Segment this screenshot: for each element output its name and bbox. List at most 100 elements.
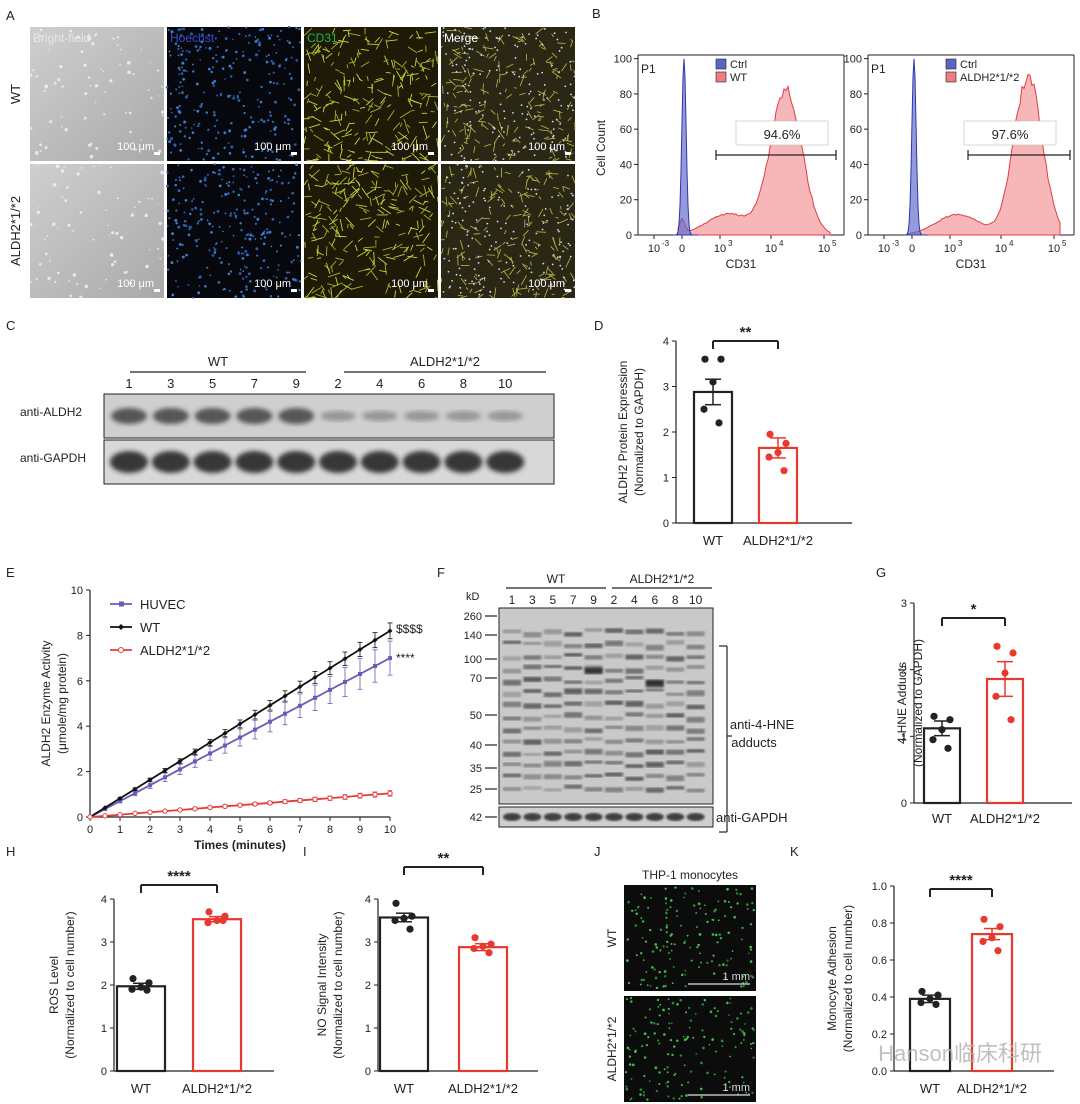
monocyte-dot bbox=[668, 1012, 670, 1015]
blot-band bbox=[686, 737, 705, 742]
monocyte-dot bbox=[711, 918, 714, 921]
cd31-fiber bbox=[334, 187, 338, 195]
blot-band bbox=[584, 748, 603, 755]
nucleus-dot bbox=[204, 176, 207, 179]
nucleus-dot bbox=[235, 50, 238, 54]
lane-label: 4 bbox=[631, 593, 638, 607]
cd31-fiber bbox=[430, 185, 434, 195]
ctrl-histogram bbox=[903, 58, 928, 236]
scale-bar bbox=[428, 152, 434, 155]
bar-group: WT bbox=[922, 712, 962, 826]
merge-fiber bbox=[464, 137, 470, 139]
blot-band bbox=[686, 728, 705, 734]
nucleus-dot bbox=[169, 92, 172, 95]
cell-dot bbox=[158, 221, 162, 226]
blot-band bbox=[605, 653, 623, 659]
merge-fiber bbox=[452, 130, 457, 137]
cell-dot bbox=[54, 81, 57, 85]
cd31-fiber bbox=[374, 118, 380, 126]
merge-dot bbox=[551, 263, 554, 266]
nucleus-dot bbox=[280, 244, 283, 247]
merge-fiber bbox=[553, 158, 560, 162]
blot-band bbox=[543, 788, 562, 792]
cd31-fiber bbox=[336, 79, 343, 92]
data-point bbox=[485, 949, 493, 957]
merge-dot bbox=[526, 223, 528, 226]
blot-band bbox=[503, 656, 521, 661]
blot-band bbox=[523, 641, 542, 645]
cd31-fiber bbox=[331, 265, 333, 273]
cd31-fiber bbox=[326, 206, 333, 212]
nucleus-dot bbox=[227, 94, 231, 98]
merge-dot bbox=[572, 109, 574, 112]
legend-swatch-ctrl bbox=[945, 58, 957, 70]
monocyte-dot bbox=[639, 1088, 643, 1092]
merge-fiber bbox=[478, 116, 484, 121]
merge-dot bbox=[570, 218, 572, 220]
row-label-j: ALDH2*1/*2 bbox=[605, 1016, 619, 1081]
x-tick-label: 10 bbox=[714, 243, 726, 255]
cd31-fiber bbox=[376, 225, 384, 233]
micrograph-cd31: 100 μm bbox=[303, 163, 439, 299]
merge-dot bbox=[491, 131, 494, 134]
band bbox=[487, 411, 524, 421]
cd31-fiber bbox=[391, 75, 396, 87]
nucleus-dot bbox=[192, 296, 194, 299]
y-tick-label: 1.0 bbox=[872, 881, 887, 893]
monocyte-dot bbox=[648, 1080, 651, 1082]
nucleus-dot bbox=[232, 97, 235, 100]
merge-fiber bbox=[452, 85, 458, 91]
cell-dot bbox=[100, 165, 102, 167]
nucleus-dot bbox=[275, 276, 278, 279]
merge-fiber bbox=[499, 121, 503, 132]
cell-dot bbox=[60, 125, 63, 128]
nucleus-dot bbox=[186, 94, 189, 97]
cd31-fiber bbox=[307, 296, 317, 299]
nucleus-dot bbox=[200, 147, 203, 150]
nucleus-dot bbox=[243, 71, 247, 74]
monocyte-dot bbox=[629, 1034, 632, 1037]
merge-fiber bbox=[559, 110, 561, 120]
cd31-fiber bbox=[420, 63, 425, 73]
blot-band bbox=[584, 668, 603, 674]
nucleus-dot bbox=[178, 179, 181, 182]
cd31-fiber bbox=[345, 216, 355, 228]
nucleus-dot bbox=[234, 295, 238, 299]
cell-dot bbox=[144, 213, 148, 218]
panel-letter-h: H bbox=[6, 844, 15, 859]
cd31-fiber bbox=[436, 138, 439, 148]
cd31-fiber bbox=[303, 195, 312, 198]
monocyte-dot bbox=[670, 943, 673, 945]
merge-dot bbox=[555, 118, 558, 121]
y-tick-label: 3 bbox=[101, 937, 107, 949]
blot-band bbox=[645, 628, 664, 634]
monocyte-dot bbox=[659, 1003, 662, 1006]
cd31-fiber bbox=[335, 257, 345, 261]
cd31-fiber bbox=[345, 122, 350, 132]
bar-group: WT bbox=[692, 355, 734, 548]
nucleus-dot bbox=[276, 269, 279, 271]
merge-dot bbox=[470, 159, 472, 161]
lane-label: 9 bbox=[293, 376, 300, 391]
legend-marker bbox=[118, 624, 124, 630]
nucleus-dot bbox=[188, 225, 191, 228]
merge-dot bbox=[534, 146, 537, 149]
cd31-fiber bbox=[327, 143, 332, 153]
merge-dot bbox=[484, 235, 486, 238]
cd31-fiber bbox=[316, 153, 322, 159]
nucleus-dot bbox=[289, 98, 293, 102]
merge-dot bbox=[560, 104, 563, 107]
monocyte-dot bbox=[634, 909, 637, 912]
nucleus-dot bbox=[180, 28, 182, 31]
monocyte-dot bbox=[741, 1030, 744, 1033]
data-point bbox=[479, 942, 487, 950]
nucleus-dot bbox=[286, 215, 290, 219]
cd31-fiber bbox=[360, 48, 370, 52]
nucleus-dot bbox=[259, 266, 263, 270]
mw-marker: 260 bbox=[464, 611, 482, 623]
nucleus-dot bbox=[212, 211, 216, 214]
data-point bbox=[993, 642, 1001, 650]
nucleus-dot bbox=[295, 163, 299, 167]
merge-fiber bbox=[497, 184, 505, 192]
cell-dot bbox=[140, 139, 143, 141]
